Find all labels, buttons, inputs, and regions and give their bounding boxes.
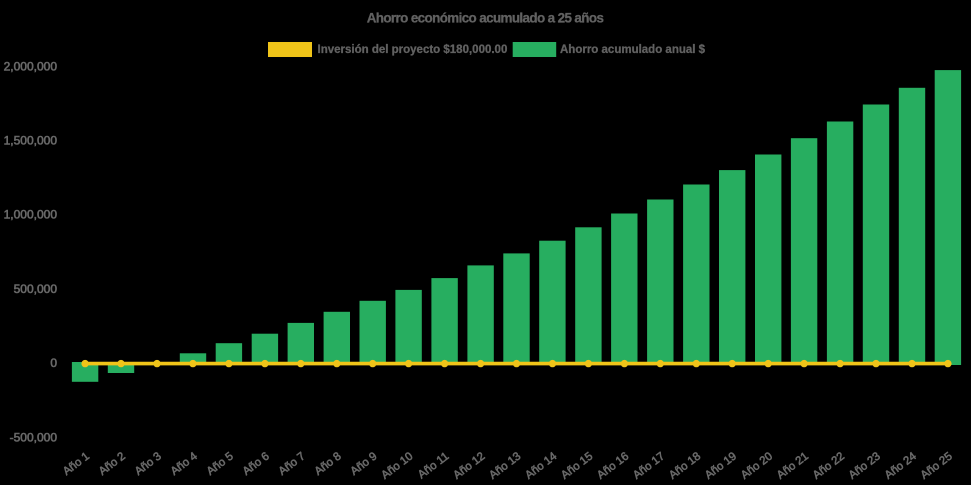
svg-text:Inversión del proyecto $180,00: Inversión del proyecto $180,000.00 <box>318 44 508 56</box>
svg-text:0: 0 <box>50 356 57 370</box>
svg-text:500,000: 500,000 <box>14 282 58 296</box>
svg-text:Ahorro económico acumulado a 2: Ahorro económico acumulado a 25 años <box>367 11 604 26</box>
svg-text:1,000,000: 1,000,000 <box>4 208 58 222</box>
svg-text:Ahorro acumulado anual $: Ahorro acumulado anual $ <box>560 44 706 56</box>
svg-text:2,000,000: 2,000,000 <box>4 59 58 73</box>
svg-text:-500,000: -500,000 <box>10 430 58 444</box>
svg-text:1,500,000: 1,500,000 <box>4 134 58 148</box>
